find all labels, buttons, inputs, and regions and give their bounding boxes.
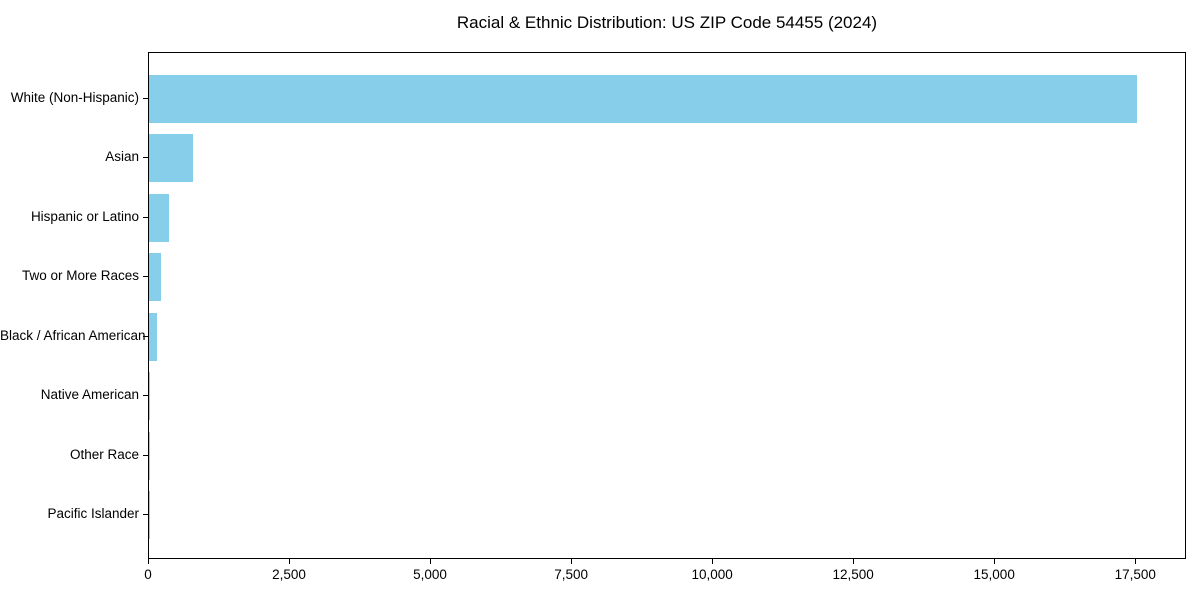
plot-area	[148, 52, 1186, 559]
y-tick	[143, 454, 148, 456]
y-tick	[143, 335, 148, 337]
bar-other-race	[149, 431, 151, 480]
x-tick-label-17500: 17,500	[1114, 567, 1156, 582]
y-tick-label-native-american: Native American	[40, 387, 139, 402]
bar-asian	[149, 134, 194, 182]
y-tick-label-two-or-more-races: Two or More Races	[21, 268, 139, 283]
x-tick	[148, 559, 149, 564]
bar-hispanic-or-latino	[149, 193, 169, 242]
y-tick-label-black-african-american: Black / African American	[0, 327, 146, 343]
bar-native-american	[149, 372, 150, 420]
x-tick-label-2500: 2,500	[272, 567, 306, 582]
x-tick-label-5000: 5,000	[413, 567, 447, 582]
y-tick	[143, 276, 148, 277]
x-tick	[571, 559, 573, 564]
y-tick-label-white-non-hispanic: White (Non-Hispanic)	[10, 89, 139, 105]
y-tick	[143, 97, 148, 99]
x-tick	[430, 559, 432, 564]
x-tick-label-0: 0	[144, 567, 152, 582]
bar-white-non-hispanic	[149, 74, 1138, 123]
y-tick-label-other-race: Other Race	[69, 446, 139, 462]
y-tick	[143, 157, 148, 158]
chart-title: Racial & Ethnic Distribution: US ZIP Cod…	[456, 13, 878, 32]
x-tick-label-7500: 7,500	[554, 567, 588, 582]
y-tick-label-asian: Asian	[105, 149, 139, 164]
x-tick-label-12500: 12,500	[832, 567, 874, 582]
x-tick	[289, 559, 291, 564]
y-tick-label-pacific-islander: Pacific Islander	[47, 506, 139, 521]
bar-two-or-more-races	[149, 253, 162, 301]
x-tick	[712, 559, 714, 564]
y-tick	[143, 216, 148, 218]
y-tick	[143, 514, 148, 515]
x-tick	[853, 559, 855, 564]
x-tick-label-15000: 15,000	[973, 567, 1015, 582]
y-tick	[143, 395, 148, 396]
y-tick-label-hispanic-or-latino: Hispanic or Latino	[30, 208, 139, 224]
x-tick	[1135, 559, 1137, 564]
bar-black-african-american	[149, 312, 158, 361]
x-tick	[994, 559, 996, 564]
x-tick-label-10000: 10,000	[691, 567, 733, 582]
